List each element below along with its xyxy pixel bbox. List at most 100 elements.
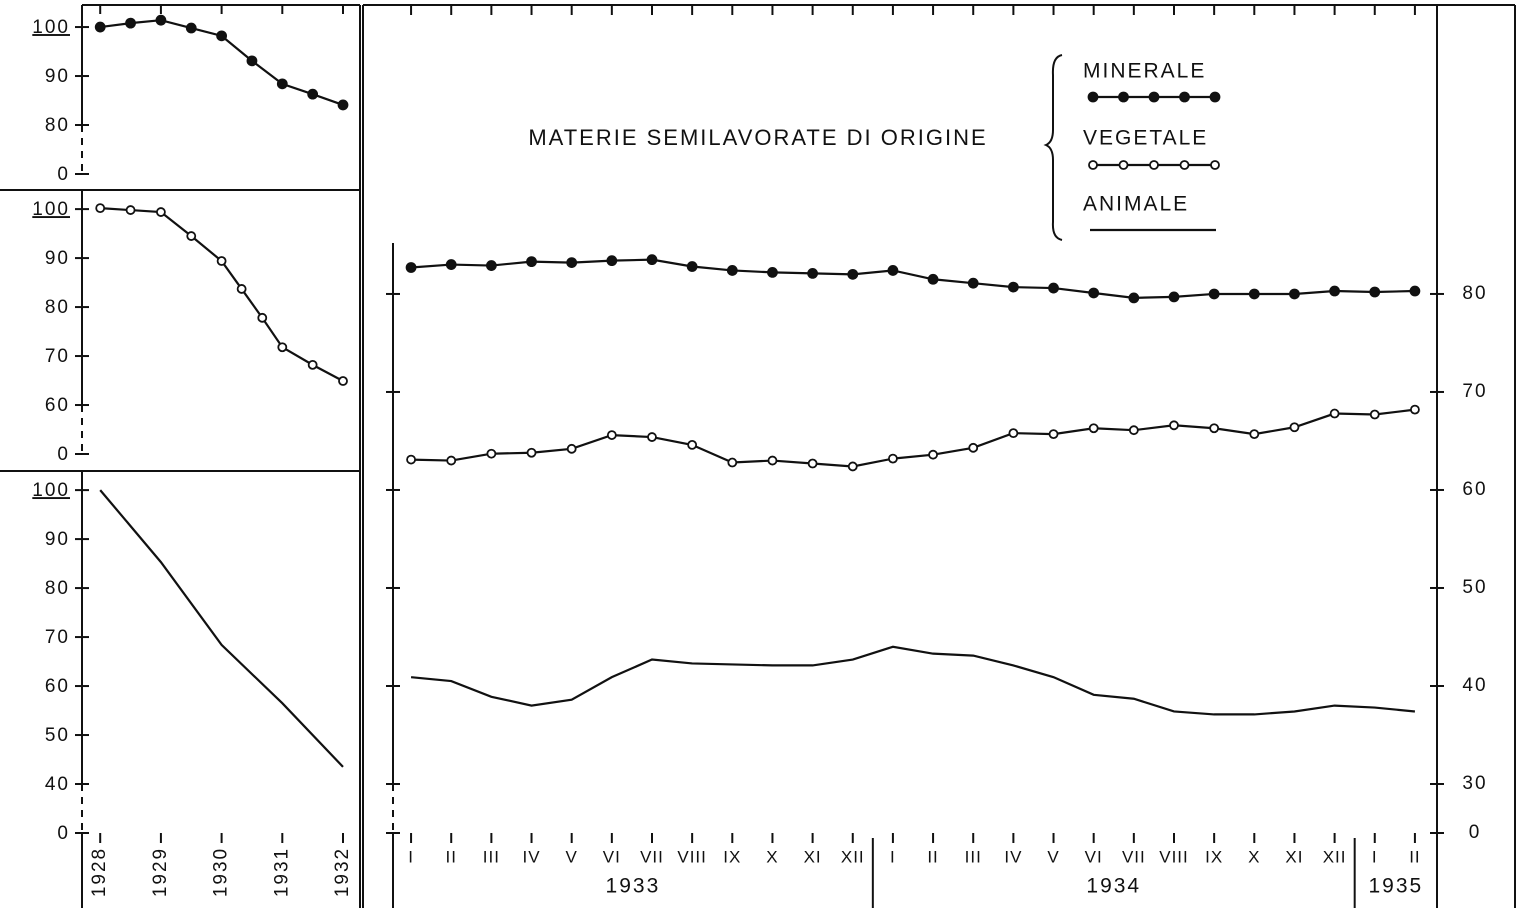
point	[1088, 160, 1098, 170]
point	[1179, 160, 1190, 170]
y-tick-label: 80	[45, 578, 70, 599]
point	[928, 449, 938, 460]
x-tick-label: V	[1047, 847, 1059, 866]
x-tick-label: VII	[1122, 847, 1146, 866]
point	[687, 439, 698, 450]
point	[405, 262, 417, 273]
x-tick-label: VI	[603, 847, 621, 866]
year-label: 1935	[1368, 875, 1423, 898]
series-line	[100, 207, 344, 382]
point	[95, 203, 106, 214]
x-tick-label: II	[927, 847, 938, 866]
point	[767, 455, 778, 466]
point	[337, 99, 349, 111]
legend-label: ANIMALE	[1083, 193, 1189, 216]
y-tick-label: 40	[45, 774, 70, 795]
y-tick-label: 100	[32, 480, 70, 501]
x-tick-label: VII	[640, 847, 664, 866]
x-tick-label: X	[1248, 847, 1260, 866]
x-tick-label: IV	[1004, 847, 1022, 866]
point	[1048, 429, 1059, 440]
point	[1007, 281, 1019, 293]
point	[1369, 409, 1380, 420]
y-tick-label: 50	[45, 725, 70, 746]
point	[246, 55, 258, 67]
y-tick-label: 0	[57, 164, 70, 185]
y-tick-label: 70	[45, 627, 70, 648]
point	[1289, 422, 1300, 433]
y-tick-label: 80	[45, 297, 70, 318]
x-tick-label: IX	[723, 847, 741, 866]
y-tick-label: 100	[32, 17, 70, 38]
series-line	[410, 645, 1416, 716]
point	[125, 17, 136, 29]
x-tick-label: X	[766, 847, 778, 866]
point	[446, 455, 457, 466]
point	[727, 457, 738, 468]
point	[646, 254, 658, 266]
point	[686, 261, 698, 272]
point	[1179, 91, 1190, 103]
point	[1210, 160, 1220, 170]
point	[1248, 288, 1260, 300]
point	[1168, 291, 1180, 303]
point	[1048, 282, 1059, 294]
y-tick-label: 30	[1462, 773, 1487, 794]
point	[216, 30, 228, 42]
point	[887, 265, 899, 276]
legend-brace	[1043, 54, 1063, 241]
point	[94, 21, 106, 33]
point	[445, 259, 457, 270]
x-tick-label: 1929	[150, 847, 171, 897]
point	[1289, 288, 1300, 300]
y-tick-label: 0	[57, 823, 70, 844]
x-tick-label: XII	[841, 847, 865, 866]
year-label: 1934	[1086, 875, 1141, 898]
point	[1209, 423, 1220, 434]
frames	[0, 4, 1516, 908]
point	[307, 359, 318, 370]
point	[1329, 285, 1341, 297]
x-tick-label: 1931	[271, 847, 292, 897]
x-tick-label: 1928	[89, 847, 110, 897]
x-tick-label: II	[1409, 847, 1420, 866]
point	[566, 257, 578, 269]
y-tick-label: 90	[45, 529, 70, 550]
y-tick-label: 80	[1462, 283, 1487, 304]
x-tick-label: V	[566, 847, 578, 866]
point	[968, 442, 979, 453]
point	[1249, 429, 1260, 440]
point	[1209, 91, 1221, 103]
x-tick-label: VI	[1085, 847, 1103, 866]
x-tick-label: I	[1372, 847, 1378, 866]
series-line	[411, 408, 1416, 468]
y-tick-label: 0	[1469, 822, 1482, 843]
legend-label: MINERALE	[1083, 60, 1206, 83]
point	[307, 88, 319, 100]
y-tick-label: 90	[45, 248, 70, 269]
point	[1409, 285, 1421, 297]
point	[807, 267, 819, 279]
point	[1369, 286, 1381, 298]
year-label: 1933	[606, 875, 661, 898]
x-tick-label: 1930	[211, 847, 232, 897]
point	[1088, 287, 1100, 299]
point	[1208, 288, 1220, 300]
y-tick-label: 100	[32, 199, 70, 220]
point	[888, 453, 898, 464]
point	[1118, 91, 1129, 103]
y-tick-label: 70	[45, 346, 70, 367]
point	[277, 342, 288, 353]
x-tick-label: VIII	[1159, 847, 1189, 866]
x-tick-label: 1932	[332, 847, 353, 897]
point	[186, 231, 197, 241]
chart-title: MATERIE SEMILAVORATE DI ORIGINE	[528, 125, 987, 150]
y-tick-label: 80	[45, 115, 70, 136]
series-line	[99, 489, 344, 768]
y-tick-label: 70	[1462, 381, 1487, 402]
x-tick-label: IX	[1205, 847, 1223, 866]
point	[125, 205, 136, 215]
point	[1329, 408, 1340, 419]
x-tick-label: IV	[522, 847, 540, 866]
